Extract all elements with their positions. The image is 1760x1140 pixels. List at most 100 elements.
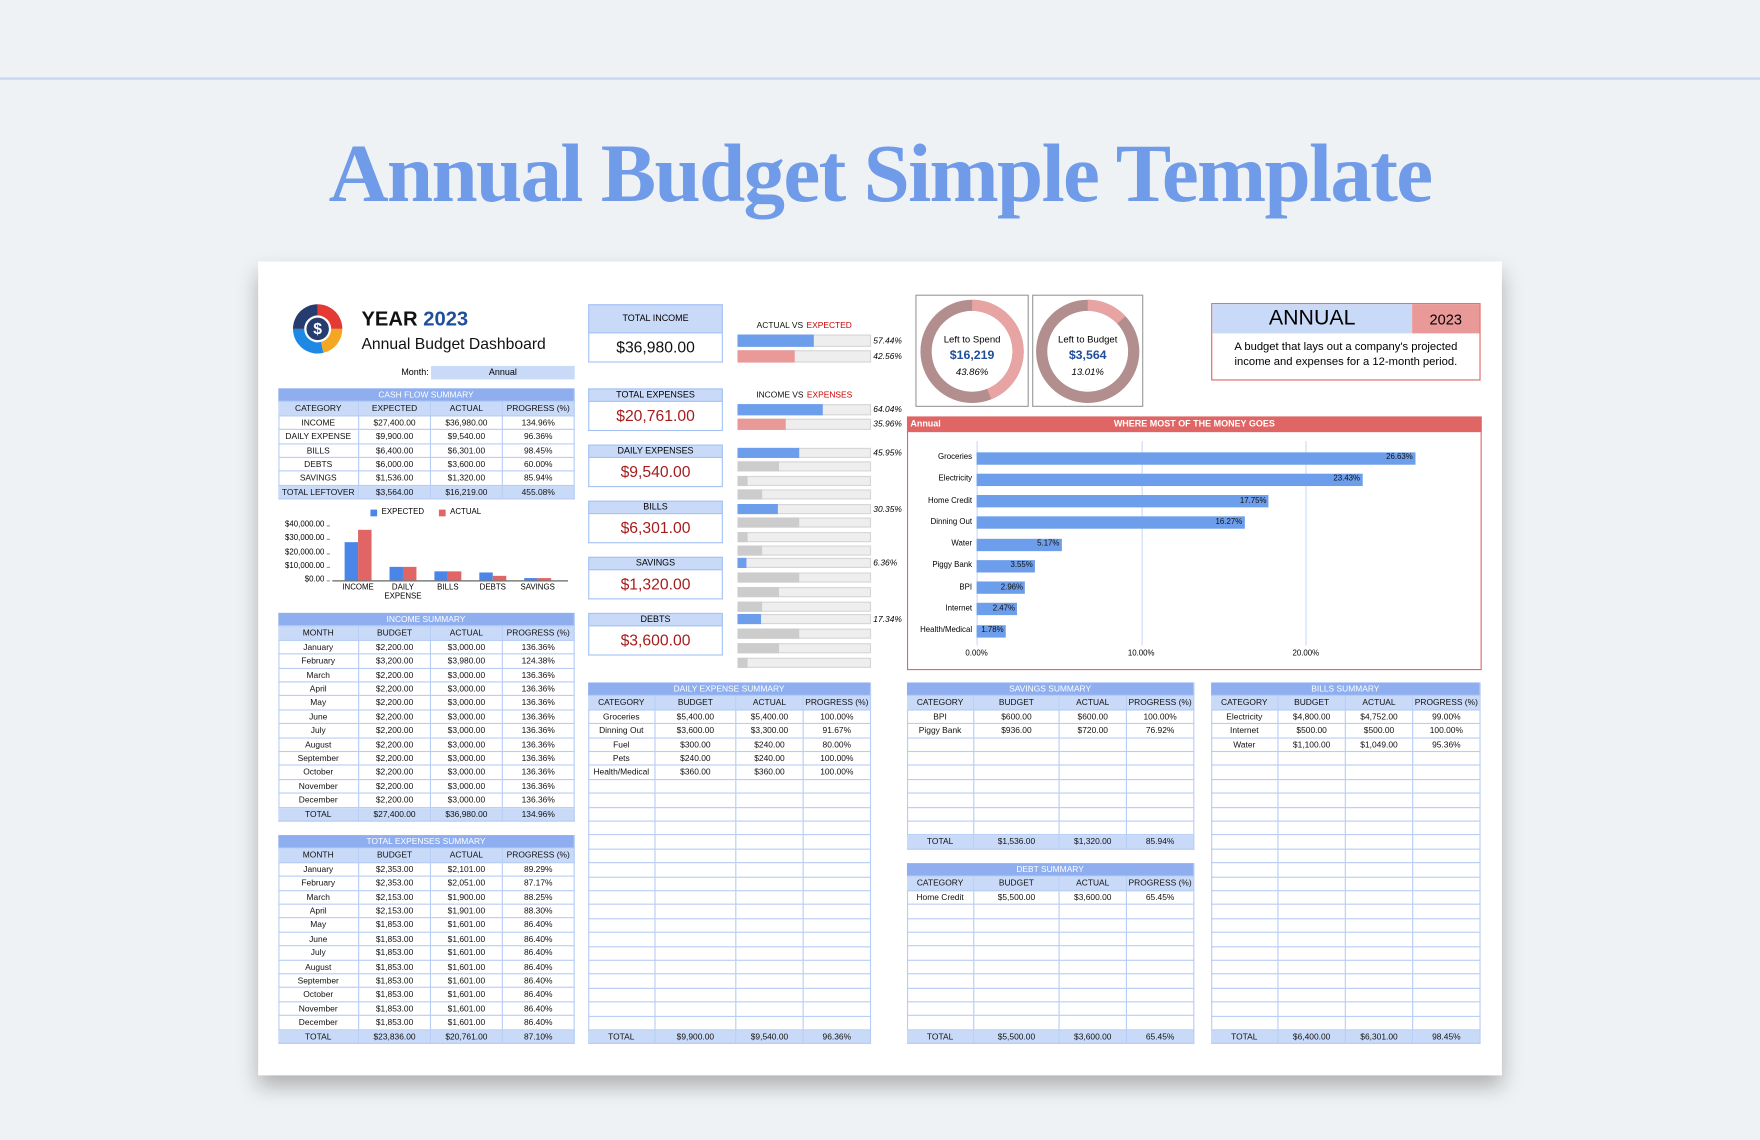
progress-title: INCOME VS EXPENSES — [737, 390, 871, 401]
table-cell: $1,100.00 — [1278, 738, 1346, 753]
table-cell: $240.00 — [655, 752, 737, 766]
table-cell: $3,000.00 — [431, 682, 503, 697]
table-cell: 100.00% — [803, 752, 872, 766]
table-cell — [1211, 752, 1279, 766]
column-header: ACTUAL — [1345, 696, 1414, 711]
table-cell: 86.40% — [502, 932, 575, 947]
table-cell — [1059, 765, 1127, 780]
table-cell — [906, 960, 975, 975]
table-cell: $1,601.00 — [431, 946, 503, 961]
table-cell — [736, 974, 804, 989]
table-cell — [906, 738, 975, 753]
table-cell — [1059, 738, 1127, 753]
bar — [976, 624, 1006, 638]
table-cell — [1345, 919, 1414, 934]
column-header: BUDGET — [974, 696, 1060, 711]
progress-label: 30.35% — [873, 504, 902, 515]
table-cell — [1126, 807, 1195, 822]
table-cell: 100.00% — [1126, 710, 1195, 725]
table-cell — [655, 877, 737, 892]
column-header: ACTUAL — [431, 849, 503, 863]
table-cell: August — [278, 960, 360, 975]
total-cell: $5,500.00 — [974, 1030, 1060, 1045]
table-cell — [906, 779, 975, 794]
card-label: DEBTS — [588, 612, 723, 627]
bar — [976, 473, 1363, 486]
table-cell — [1126, 988, 1195, 1003]
table-cell: 88.25% — [502, 890, 575, 905]
table-cell: $1,853.00 — [359, 1002, 432, 1017]
table-cell: $2,200.00 — [359, 682, 432, 697]
column-header: MONTH — [278, 849, 360, 863]
bar — [492, 575, 507, 581]
table-cell: November — [278, 1002, 360, 1017]
table-cell — [803, 933, 872, 947]
table-cell: $936.00 — [974, 724, 1060, 739]
value-label: 2.96% — [1000, 583, 1024, 591]
logo-part — [292, 328, 324, 354]
table-cell: $3,000.00 — [431, 640, 503, 655]
table-cell — [803, 919, 872, 934]
legend-label: EXPECTED — [381, 508, 425, 517]
y-tick — [326, 552, 331, 554]
dashboard-subtitle: Annual Budget Dashboard — [361, 334, 546, 353]
table-cell — [588, 988, 656, 1003]
table-cell — [974, 821, 1060, 836]
table-cell: $1,853.00 — [359, 918, 432, 933]
table-cell: 136.36% — [502, 724, 575, 739]
decor-bar — [737, 572, 800, 583]
x-tick-label: DEBTS — [479, 583, 506, 592]
table-cell — [1126, 960, 1195, 975]
total-cell: $1,536.00 — [974, 835, 1060, 850]
table-cell — [1413, 905, 1481, 920]
table-cell: March — [278, 890, 360, 905]
table-cell — [1413, 946, 1481, 961]
table-cell: 134.96% — [502, 416, 575, 431]
table-cell: $2,153.00 — [359, 904, 432, 919]
table-cell — [1278, 807, 1346, 822]
table-cell — [974, 932, 1060, 947]
table-cell — [906, 821, 975, 836]
table-cell — [588, 863, 656, 878]
table-cell — [588, 891, 656, 906]
bar — [402, 567, 417, 581]
table-cell: SAVINGS — [278, 471, 360, 486]
progress-track — [737, 657, 872, 668]
table-cell — [655, 807, 737, 822]
table-cell — [588, 793, 656, 808]
table-cell — [1211, 793, 1279, 808]
value-label: 23.43% — [1333, 475, 1361, 483]
decor-bar — [737, 643, 780, 654]
table-cell: $9,540.00 — [431, 430, 503, 445]
table-cell — [1278, 933, 1346, 947]
table-cell: 89.29% — [502, 862, 575, 877]
table-cell — [736, 946, 804, 961]
card-value: $20,761.00 — [588, 401, 723, 432]
column-header: BUDGET — [359, 626, 432, 641]
table-cell — [1211, 765, 1279, 780]
card-label: SAVINGS — [588, 556, 723, 571]
table-cell — [736, 919, 804, 934]
card-value: $9,540.00 — [588, 457, 723, 488]
table-cell — [1211, 988, 1279, 1003]
table-cell — [1413, 863, 1481, 878]
value-label: 1.78% — [981, 626, 1004, 635]
table-cell: 99.00% — [1413, 710, 1481, 725]
decor-bar — [737, 489, 763, 500]
table-cell — [655, 891, 737, 906]
logo-center — [306, 317, 329, 341]
table-cell — [906, 765, 975, 780]
table-cell — [1413, 752, 1481, 766]
table-cell: $4,800.00 — [1278, 710, 1346, 725]
table-cell — [736, 821, 804, 836]
table-cell — [736, 891, 804, 906]
table-cell: $1,853.00 — [359, 1016, 432, 1030]
table-cell — [655, 779, 737, 794]
table-cell: $2,051.00 — [431, 876, 503, 891]
table-cell: $1,601.00 — [431, 918, 503, 933]
table-cell: May — [278, 918, 360, 933]
table-cell — [1278, 946, 1346, 961]
table-cell — [588, 1016, 656, 1031]
annual-year: 2023 — [1412, 304, 1480, 334]
